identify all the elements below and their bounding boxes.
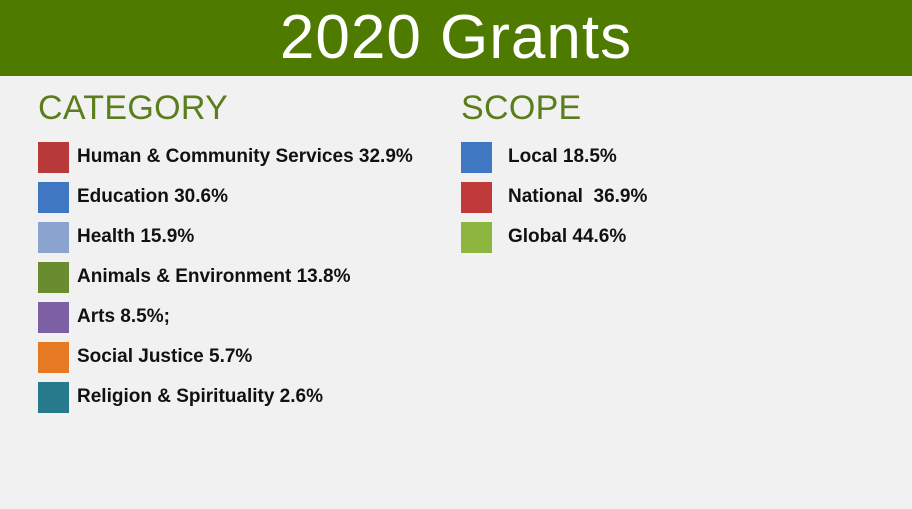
- category-item-arts: Arts 8.5%;: [38, 297, 413, 337]
- category-item-health: Health 15.9%: [38, 217, 413, 257]
- scope-item-local: Local 18.5%: [461, 137, 647, 177]
- legend-swatch: [38, 341, 69, 373]
- legend-label: Global 44.6%: [508, 226, 627, 247]
- legend-label: National 36.9%: [508, 186, 648, 207]
- legend-swatch: [38, 221, 69, 253]
- title-banner: 2020 Grants: [0, 0, 912, 76]
- legend-label: Social Justice 5.7%: [77, 346, 253, 367]
- legend-swatch: [461, 181, 492, 213]
- legend-label: Arts 8.5%;: [77, 306, 170, 327]
- scope-item-national: National 36.9%: [461, 177, 647, 217]
- legend-label: Education 30.6%: [77, 186, 228, 207]
- legend-swatch: [38, 181, 69, 213]
- category-list: Human & Community Services 32.9% Educati…: [38, 137, 413, 417]
- category-item-human-community-services: Human & Community Services 32.9%: [38, 137, 413, 177]
- category-item-religion-spirituality: Religion & Spirituality 2.6%: [38, 377, 413, 417]
- legend-swatch: [38, 141, 69, 173]
- legend-swatch: [38, 381, 69, 413]
- page-title: 2020 Grants: [279, 3, 633, 72]
- legend-swatch: [461, 221, 492, 253]
- legend-label: Local 18.5%: [508, 146, 617, 167]
- scope-heading: SCOPE: [461, 89, 582, 127]
- legend-swatch: [38, 261, 69, 293]
- legend-label: Health 15.9%: [77, 226, 195, 247]
- legend-label: Animals & Environment 13.8%: [77, 266, 351, 287]
- legend-swatch: [461, 141, 492, 173]
- legend-label: Human & Community Services 32.9%: [77, 146, 413, 167]
- category-heading: CATEGORY: [38, 89, 229, 127]
- category-legend: CATEGORY Human & Community Services 32.9…: [38, 90, 413, 417]
- scope-legend: SCOPE Local 18.5% National 36.9% Global …: [461, 90, 647, 257]
- legend-label: Religion & Spirituality 2.6%: [77, 386, 323, 407]
- category-item-education: Education 30.6%: [38, 177, 413, 217]
- scope-item-global: Global 44.6%: [461, 217, 647, 257]
- legend-swatch: [38, 301, 69, 333]
- category-item-social-justice: Social Justice 5.7%: [38, 337, 413, 377]
- scope-list: Local 18.5% National 36.9% Global 44.6%: [461, 137, 647, 257]
- category-item-animals-environment: Animals & Environment 13.8%: [38, 257, 413, 297]
